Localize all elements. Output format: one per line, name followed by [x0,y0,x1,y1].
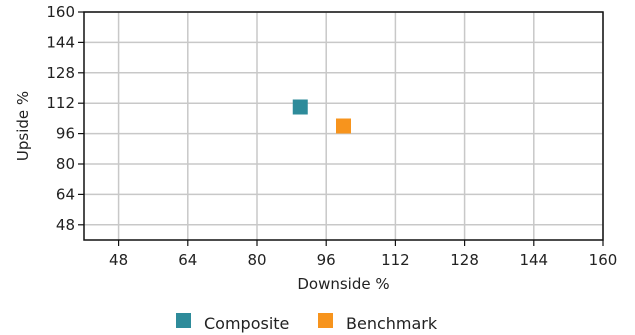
legend-item-composite: Composite [176,313,289,333]
legend-label: Composite [204,314,289,333]
legend-swatch [318,313,333,328]
point-benchmark [336,118,351,134]
y-tick-label: 160 [46,3,75,21]
x-tick-label: 64 [178,251,197,269]
legend-swatch [176,313,191,328]
x-tick-label: 144 [519,251,548,269]
x-axis-title: Downside % [297,275,389,293]
y-tick-label: 80 [56,155,75,173]
legend: Composite Benchmark [176,313,438,333]
y-tick-label: 112 [46,94,75,112]
legend-item-benchmark: Benchmark [318,313,438,333]
legend-label: Benchmark [346,314,438,333]
x-tick-label: 48 [109,251,128,269]
y-tick-label: 128 [46,64,75,82]
x-tick-label: 96 [317,251,336,269]
y-tick-label: 144 [46,33,75,51]
y-axis-title: Upside % [14,91,32,161]
y-tick-label: 96 [56,125,75,143]
tick-labels: 48 64 80 96 112 128 144 160 48 64 80 96 112 128 144 160 [46,3,617,269]
x-tick-label: 112 [381,251,410,269]
plot-border [83,11,604,241]
x-tick-label: 80 [247,251,266,269]
y-tick-label: 48 [56,216,75,234]
point-composite [292,99,308,115]
data-points [292,99,351,134]
y-tick-label: 64 [56,185,75,203]
x-tick-label: 160 [589,251,618,269]
x-tick-label: 128 [450,251,479,269]
